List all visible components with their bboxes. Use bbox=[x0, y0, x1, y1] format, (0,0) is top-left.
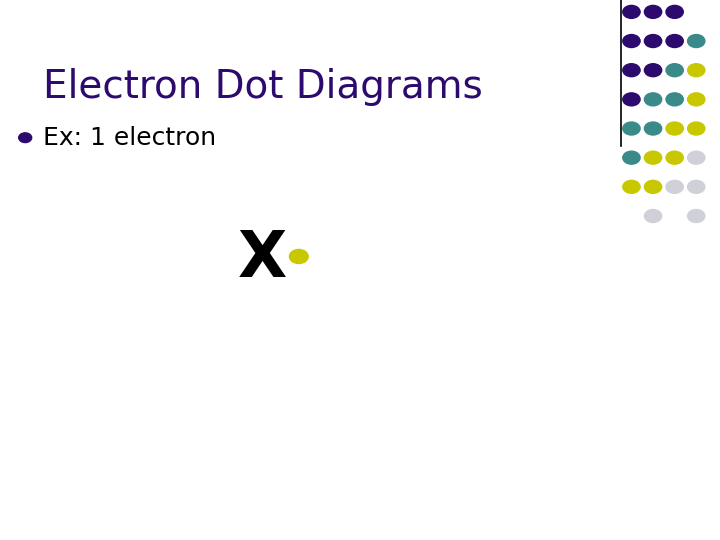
Circle shape bbox=[666, 35, 683, 48]
Circle shape bbox=[644, 180, 662, 193]
Circle shape bbox=[644, 35, 662, 48]
Circle shape bbox=[644, 5, 662, 18]
Circle shape bbox=[688, 210, 705, 222]
Circle shape bbox=[688, 151, 705, 164]
Circle shape bbox=[623, 180, 640, 193]
Circle shape bbox=[623, 151, 640, 164]
Text: Ex: 1 electron: Ex: 1 electron bbox=[43, 126, 216, 150]
Circle shape bbox=[623, 5, 640, 18]
Circle shape bbox=[644, 93, 662, 106]
Circle shape bbox=[666, 5, 683, 18]
Circle shape bbox=[666, 151, 683, 164]
Circle shape bbox=[623, 93, 640, 106]
Circle shape bbox=[666, 64, 683, 77]
Circle shape bbox=[666, 122, 683, 135]
Circle shape bbox=[644, 64, 662, 77]
Text: X: X bbox=[238, 228, 287, 290]
Text: Electron Dot Diagrams: Electron Dot Diagrams bbox=[43, 68, 483, 105]
Circle shape bbox=[644, 210, 662, 222]
Circle shape bbox=[688, 122, 705, 135]
Circle shape bbox=[644, 151, 662, 164]
Circle shape bbox=[688, 93, 705, 106]
Circle shape bbox=[688, 64, 705, 77]
Circle shape bbox=[19, 133, 32, 143]
Circle shape bbox=[666, 180, 683, 193]
Circle shape bbox=[623, 122, 640, 135]
Circle shape bbox=[666, 93, 683, 106]
Circle shape bbox=[623, 35, 640, 48]
Circle shape bbox=[623, 64, 640, 77]
Circle shape bbox=[688, 35, 705, 48]
Circle shape bbox=[688, 180, 705, 193]
Circle shape bbox=[289, 249, 308, 264]
Circle shape bbox=[644, 122, 662, 135]
